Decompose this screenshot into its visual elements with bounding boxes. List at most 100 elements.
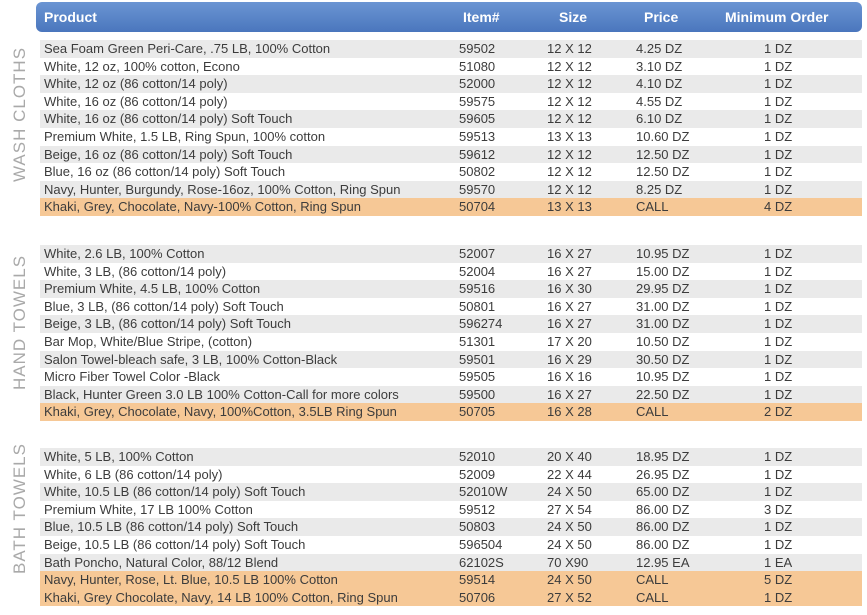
table-row: Bath Poncho, Natural Color, 88/12 Blend 6…	[40, 553, 862, 572]
header-size: Size	[559, 9, 588, 25]
item-number: 596274	[459, 316, 503, 332]
table-row: Bar Mop, White/Blue Stripe, (cotton) 5130…	[40, 333, 862, 351]
size-value: 24 X 50	[547, 537, 592, 552]
item-number: 50705	[459, 404, 496, 420]
item-number: 59513	[459, 129, 496, 144]
price-value: 29.95 DZ	[636, 281, 690, 297]
item-number: 52004	[459, 263, 496, 279]
table-row: White, 2.6 LB, 100% Cotton 52007 16 X 27 10…	[40, 245, 862, 263]
item-number: 59501	[459, 351, 496, 367]
item-number: 52007	[459, 246, 496, 261]
size-value: 24 X 50	[547, 484, 592, 500]
price-value: 6.10 DZ	[636, 111, 683, 127]
product-name: Blue, 3 LB, (86 cotton/14 poly) Soft Tou…	[44, 298, 284, 314]
product-name: Bar Mop, White/Blue Stripe, (cotton)	[44, 334, 253, 349]
size-value: 24 X 50	[547, 572, 592, 588]
size-value: 16 X 27	[547, 298, 592, 314]
minimum-order-value: 1 DZ	[764, 129, 793, 144]
product-name: White, 2.6 LB, 100% Cotton	[44, 246, 205, 261]
price-value: 10.95 DZ	[636, 246, 690, 261]
size-value: 12 X 12	[547, 93, 592, 109]
table-row: White, 3 LB, (86 cotton/14 poly) 52004 16 …	[40, 263, 862, 281]
price-value: 15.00 DZ	[636, 263, 690, 279]
header-product: Product	[44, 9, 97, 25]
table-row: Micro Fiber Towel Color -Black 59505 16 X …	[40, 368, 862, 386]
price-value: 4.25 DZ	[636, 41, 683, 56]
item-number: 50704	[459, 199, 496, 215]
item-number: 59512	[459, 501, 496, 517]
product-name: White, 12 oz (86 cotton/14 poly)	[44, 76, 228, 92]
item-number: 59605	[459, 111, 496, 127]
product-name: Khaki, Grey Chocolate, Navy, 14 LB 100% …	[44, 589, 398, 605]
price-value: 3.10 DZ	[636, 58, 683, 74]
size-value: 16 X 27	[547, 316, 592, 332]
product-name: White, 3 LB, (86 cotton/14 poly)	[44, 263, 227, 279]
size-value: 16 X 27	[547, 386, 592, 402]
table-row: Beige, 16 oz (86 cotton/14 poly) Soft To…	[40, 145, 862, 164]
table-row: Salon Towel-bleach safe, 3 LB, 100% Cott…	[40, 350, 862, 369]
minimum-order-value: 1 DZ	[764, 93, 793, 109]
size-value: 16 X 27	[547, 246, 592, 261]
product-name: Beige, 16 oz (86 cotton/14 poly) Soft To…	[44, 146, 293, 162]
table-row: Premium White, 17 LB 100% Cotton 59512 27 …	[40, 501, 862, 519]
table-row: White, 16 oz (86 cotton/14 poly) Soft To…	[40, 110, 862, 128]
size-value: 16 X 27	[547, 263, 592, 279]
product-name: Navy, Hunter, Rose, Lt. Blue, 10.5 LB 10…	[44, 572, 338, 588]
product-name: Black, Hunter Green 3.0 LB 100% Cotton-C…	[44, 386, 399, 402]
minimum-order-value: 1 DZ	[764, 146, 793, 162]
size-value: 17 X 20	[547, 334, 592, 349]
size-value: 16 X 29	[547, 351, 592, 367]
price-value: CALL	[636, 589, 669, 605]
table-row: White, 12 oz, 100% cotton, Econo 51080 12 …	[40, 58, 862, 76]
product-name: Premium White, 17 LB 100% Cotton	[44, 501, 253, 517]
table-row: Khaki, Grey, Chocolate, Navy-100% Cotton…	[40, 198, 862, 216]
price-value: CALL	[636, 199, 669, 215]
section-label-wash-cloths: WASH CLOTHS	[10, 46, 29, 182]
minimum-order-value: 1 DZ	[764, 369, 793, 385]
product-name: Blue, 16 oz (86 cotton/14 poly) Soft Tou…	[44, 164, 286, 180]
price-value: 8.25 DZ	[636, 181, 683, 197]
price-value: 4.10 DZ	[636, 76, 683, 92]
size-value: 16 X 16	[547, 369, 592, 385]
product-name: White, 10.5 LB (86 cotton/14 poly) Soft …	[44, 484, 306, 500]
item-number: 62102S	[459, 554, 504, 570]
price-value: 30.50 DZ	[636, 351, 690, 367]
product-name: Beige, 3 LB, (86 cotton/14 poly) Soft To…	[44, 316, 291, 332]
table-row: Blue, 10.5 LB (86 cotton/14 poly) Soft T…	[40, 518, 862, 536]
item-number: 59505	[459, 369, 496, 385]
product-name: White, 16 oz (86 cotton/14 poly) Soft To…	[44, 111, 293, 127]
item-number: 50801	[459, 298, 496, 314]
product-name: White, 16 oz (86 cotton/14 poly)	[44, 93, 228, 109]
size-value: 27 X 54	[547, 501, 592, 517]
minimum-order-value: 1 DZ	[764, 58, 793, 74]
minimum-order-value: 4 DZ	[764, 199, 793, 215]
minimum-order-value: 1 DZ	[764, 111, 793, 127]
item-number: 59516	[459, 281, 496, 297]
product-name: Bath Poncho, Natural Color, 88/12 Blend	[44, 554, 279, 570]
price-value: 22.50 DZ	[636, 386, 690, 402]
minimum-order-value: 1 DZ	[764, 519, 793, 535]
price-value: 26.95 DZ	[636, 466, 690, 482]
size-value: 12 X 12	[547, 111, 592, 127]
table-row: Blue, 3 LB, (86 cotton/14 poly) Soft Tou…	[40, 298, 862, 316]
item-number: 59514	[459, 572, 496, 588]
table-row: Navy, Hunter, Rose, Lt. Blue, 10.5 LB 10…	[40, 571, 862, 589]
price-value: 10.50 DZ	[636, 334, 690, 349]
product-name: White, 5 LB, 100% Cotton	[44, 449, 194, 464]
size-value: 12 X 12	[547, 58, 592, 74]
price-value: 12.95 EA	[636, 554, 690, 570]
item-number: 52010	[459, 449, 496, 464]
item-number: 59575	[459, 93, 496, 109]
item-number: 52000	[459, 76, 496, 92]
minimum-order-value: 5 DZ	[764, 572, 793, 588]
minimum-order-value: 1 DZ	[764, 386, 793, 402]
product-name: Navy, Hunter, Burgundy, Rose-16oz, 100% …	[44, 181, 401, 197]
product-name: Premium White, 4.5 LB, 100% Cotton	[44, 281, 261, 297]
table-row: White, 12 oz (86 cotton/14 poly) 52000 12 …	[40, 75, 862, 93]
table-row: White, 5 LB, 100% Cotton 52010 20 X 40 18.9…	[40, 448, 862, 466]
item-number: 51301	[459, 334, 496, 349]
item-number: 52009	[459, 466, 496, 482]
product-name: White, 12 oz, 100% cotton, Econo	[44, 58, 240, 74]
price-value: 12.50 DZ	[636, 146, 690, 162]
price-value: 31.00 DZ	[636, 316, 690, 332]
